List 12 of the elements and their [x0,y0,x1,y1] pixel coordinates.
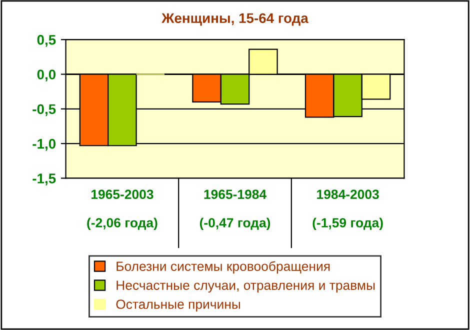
y-tick-label: -1,5 [32,174,56,186]
y-tick-label: 0,0 [37,70,56,82]
y-tick-label: -0,5 [32,104,56,116]
legend-label: Остальные причины [116,300,240,312]
category-label: 1965-1984 (-0,47 года) [200,190,270,230]
legend-label: Несчастные случаи, отравления и травмы [116,280,375,293]
y-tick-label: -1,0 [32,138,56,151]
chart-title: Женщины, 15-64 года [162,13,308,26]
category-label: 1965-2003 (-2,06 года) [87,190,158,230]
y-tick-label: 0,5 [37,34,56,47]
legend-label: Болезни системы кровообращения [116,261,330,274]
category-label: 1984-2003 (-1,59 года) [312,190,383,230]
